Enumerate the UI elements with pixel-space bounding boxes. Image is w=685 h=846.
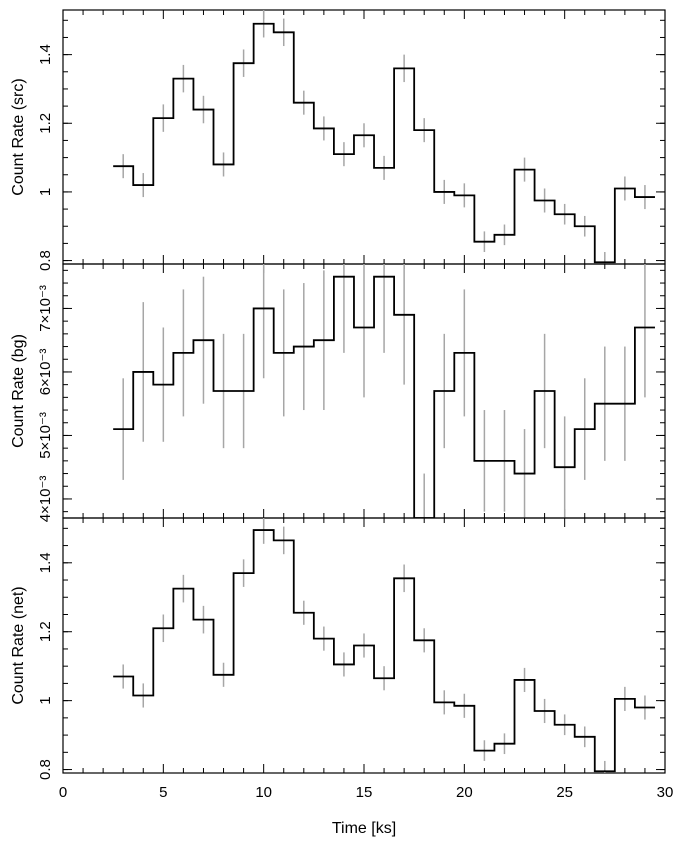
x-tick-label: 5 — [159, 784, 167, 801]
step-line-bg — [113, 275, 655, 518]
y-tick-label: 1 — [37, 696, 54, 704]
x-tick-label: 20 — [456, 784, 473, 801]
x-tick-label: 0 — [59, 784, 67, 801]
y-tick-label: 1.4 — [37, 44, 54, 65]
series-bg — [113, 264, 655, 518]
series-net — [113, 518, 655, 773]
y-tick-label: 1 — [37, 188, 54, 196]
series-src — [113, 10, 655, 264]
x-tick-label: 15 — [356, 784, 373, 801]
y-axis-label-net: Count Rate (net) — [10, 586, 27, 704]
panel-src: 0.8 1 1.2 1.4 Count Rate (src) — [10, 9, 666, 271]
x-axis-label: Time [ks] — [332, 820, 396, 837]
y-tick-label: 0.8 — [37, 250, 54, 271]
y-tick-label: 6×10⁻³ — [37, 349, 54, 396]
y-tick-label: 1.2 — [37, 621, 54, 642]
panel-net: 0.8 1 1.2 1.4 Count Rate (net) — [10, 517, 666, 780]
panel-bg: 4×10⁻³ 5×10⁻³ 6×10⁻³ 7×10⁻³ Count Rate (bg) — [10, 263, 666, 523]
step-line-src — [113, 22, 655, 264]
y-tick-label: 1.2 — [37, 113, 54, 134]
y-axis-label-src: Count Rate (src) — [10, 78, 27, 195]
y-tick-label: 1.4 — [37, 552, 54, 573]
y-tick-label: 4×10⁻³ — [37, 476, 54, 523]
x-tick-label: 30 — [657, 784, 674, 801]
y-tick-label: 5×10⁻³ — [37, 412, 54, 459]
x-tick-label: 25 — [556, 784, 573, 801]
y-axis-label-bg: Count Rate (bg) — [10, 334, 27, 448]
step-line-net — [113, 529, 655, 773]
x-tick-label: 10 — [255, 784, 272, 801]
y-tick-label: 7×10⁻³ — [37, 285, 54, 332]
y-tick-label: 0.8 — [37, 759, 54, 780]
